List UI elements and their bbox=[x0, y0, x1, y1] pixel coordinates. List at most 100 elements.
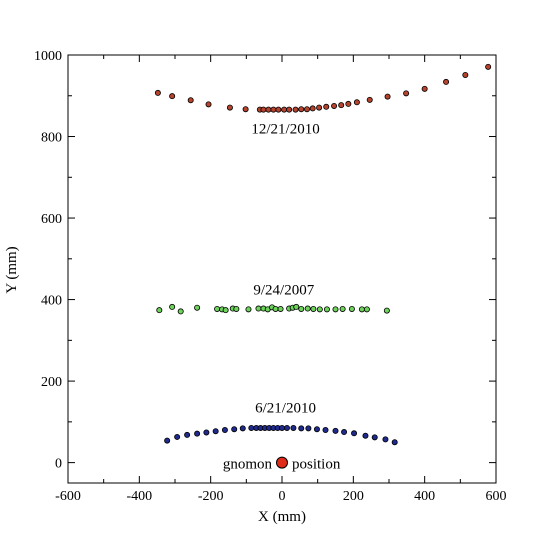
data-point bbox=[313, 426, 320, 433]
date-annotation: 6/21/2010 bbox=[255, 400, 316, 416]
data-point bbox=[332, 306, 339, 313]
data-point bbox=[255, 305, 262, 312]
y-tick-label: 200 bbox=[41, 375, 62, 390]
x-tick-label: -400 bbox=[126, 489, 152, 504]
data-point bbox=[184, 431, 191, 438]
data-point bbox=[303, 106, 310, 113]
data-point bbox=[233, 305, 240, 312]
data-point bbox=[485, 63, 492, 70]
data-point bbox=[323, 306, 330, 313]
gnomon-position-label: position bbox=[292, 457, 341, 473]
data-point bbox=[239, 425, 246, 432]
data-points bbox=[154, 63, 492, 469]
data-point bbox=[283, 424, 290, 431]
data-point bbox=[226, 104, 233, 111]
x-tick-label: -600 bbox=[55, 489, 81, 504]
data-point bbox=[348, 305, 355, 312]
data-point bbox=[270, 106, 277, 113]
data-point bbox=[383, 307, 390, 314]
data-point bbox=[194, 304, 201, 311]
data-point bbox=[214, 305, 221, 312]
data-point bbox=[384, 93, 391, 100]
data-point bbox=[353, 99, 360, 106]
data-point bbox=[203, 429, 210, 436]
x-tick-label: 600 bbox=[486, 489, 507, 504]
data-point bbox=[362, 432, 369, 439]
data-point bbox=[403, 90, 410, 97]
axis-ticks bbox=[67, 54, 497, 483]
data-point bbox=[351, 430, 358, 437]
data-point bbox=[462, 71, 469, 78]
data-point bbox=[281, 106, 288, 113]
data-point bbox=[174, 433, 181, 440]
data-point bbox=[322, 427, 329, 434]
y-tick-label: 800 bbox=[41, 131, 62, 146]
data-point bbox=[391, 439, 398, 446]
x-tick-label: 0 bbox=[279, 489, 286, 504]
data-point bbox=[332, 427, 339, 434]
y-tick-label: 600 bbox=[41, 212, 62, 227]
y-tick-label: 0 bbox=[55, 457, 62, 472]
data-point bbox=[323, 103, 330, 110]
data-point bbox=[205, 101, 212, 108]
y-axis-title: Y (mm) bbox=[4, 246, 20, 293]
data-point bbox=[245, 306, 252, 313]
data-point bbox=[366, 96, 373, 103]
data-point bbox=[339, 305, 346, 312]
x-tick-label: 200 bbox=[343, 489, 364, 504]
data-point bbox=[298, 305, 305, 312]
data-point bbox=[382, 436, 389, 443]
data-point bbox=[341, 429, 348, 436]
data-point bbox=[304, 305, 311, 312]
data-point bbox=[358, 306, 365, 313]
data-point bbox=[371, 434, 378, 441]
gnomon-marker bbox=[276, 456, 288, 469]
data-point bbox=[310, 305, 317, 312]
data-point bbox=[316, 306, 323, 313]
data-point bbox=[272, 305, 279, 312]
data-point bbox=[221, 427, 228, 434]
data-point bbox=[177, 308, 184, 315]
data-point bbox=[164, 437, 171, 444]
data-point bbox=[298, 425, 305, 432]
data-point bbox=[421, 85, 428, 92]
plot-frame bbox=[67, 54, 497, 484]
data-point bbox=[156, 307, 163, 314]
data-point bbox=[260, 106, 267, 113]
data-point bbox=[345, 100, 352, 107]
data-point bbox=[194, 430, 201, 437]
annotations: 12/21/2010 9/24/2007 6/21/2010 gnomon positi… bbox=[223, 122, 341, 473]
axis-tick-labels: -600 -400 -200 0 200 400 600 0 200 400 600 800 1000 bbox=[34, 49, 507, 504]
data-point bbox=[169, 303, 176, 310]
gnomon-label: gnomon bbox=[223, 457, 273, 473]
data-point bbox=[187, 97, 194, 104]
date-annotation: 12/21/2010 bbox=[251, 122, 319, 138]
x-tick-label: 400 bbox=[414, 489, 435, 504]
data-point bbox=[298, 106, 305, 113]
data-point bbox=[242, 106, 249, 113]
date-annotation: 9/24/2007 bbox=[253, 282, 314, 298]
data-point bbox=[277, 305, 284, 312]
data-point bbox=[248, 424, 255, 431]
x-axis-title: X (mm) bbox=[258, 509, 306, 525]
data-point bbox=[212, 428, 219, 435]
data-point bbox=[169, 93, 176, 100]
data-point bbox=[309, 105, 316, 112]
data-point bbox=[293, 303, 300, 310]
data-point bbox=[278, 424, 285, 431]
data-point bbox=[443, 78, 450, 85]
data-point bbox=[231, 426, 238, 433]
data-point bbox=[222, 307, 229, 314]
data-point bbox=[292, 106, 299, 113]
data-point bbox=[154, 89, 161, 96]
y-tick-label: 1000 bbox=[34, 49, 62, 64]
data-point bbox=[338, 102, 345, 109]
data-point bbox=[265, 106, 272, 113]
data-point bbox=[290, 424, 297, 431]
data-point bbox=[275, 106, 282, 113]
data-point bbox=[305, 425, 312, 432]
data-point bbox=[363, 306, 370, 313]
x-tick-label: -200 bbox=[198, 489, 224, 504]
data-point bbox=[286, 106, 293, 113]
